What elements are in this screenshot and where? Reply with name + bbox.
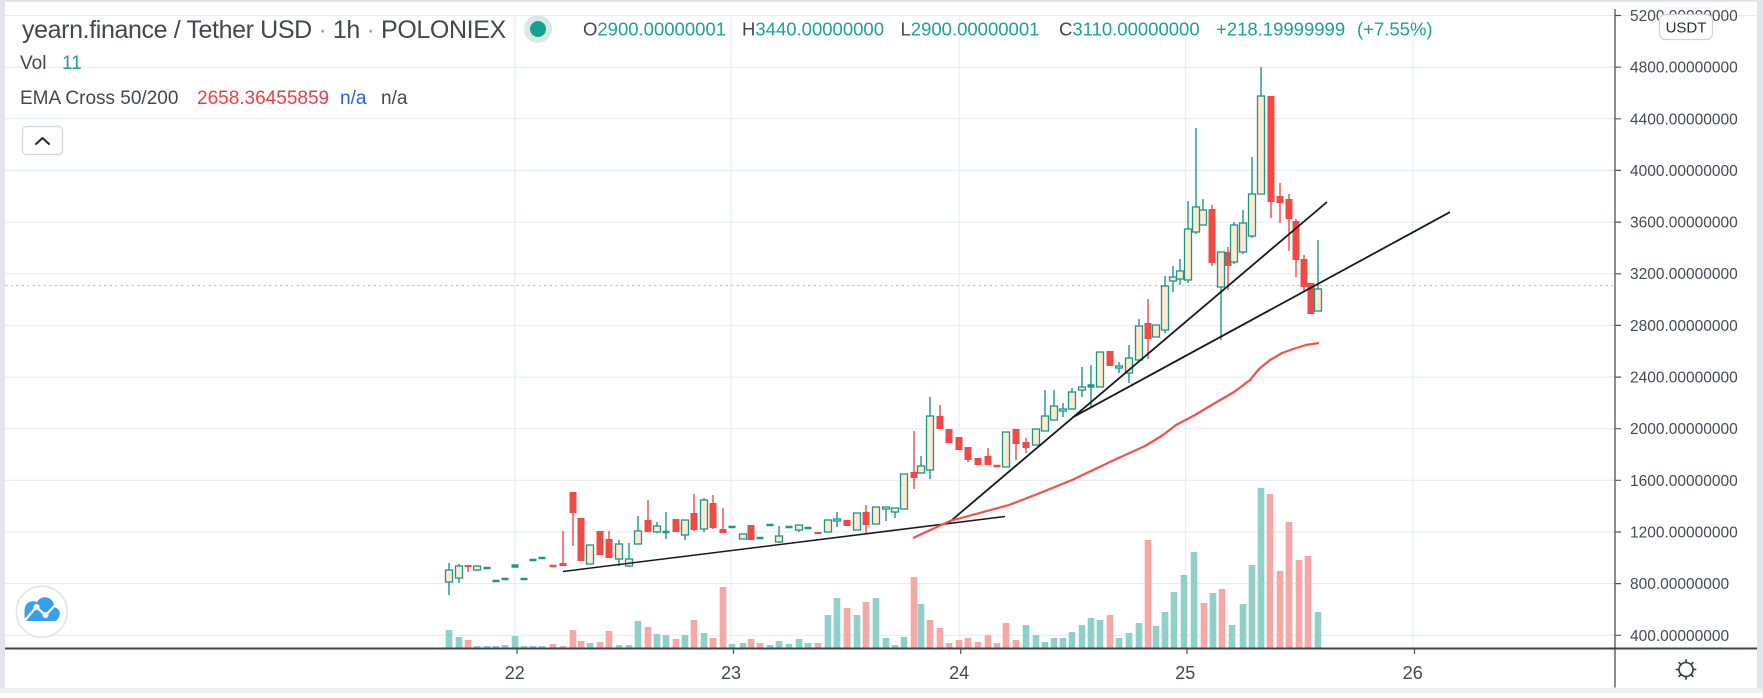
svg-text:25: 25: [1175, 663, 1195, 683]
svg-text:H3440.00000000: H3440.00000000: [742, 19, 884, 40]
svg-text:22: 22: [505, 663, 525, 683]
svg-text:2800.00000000: 2800.00000000: [1630, 318, 1738, 335]
svg-text:23: 23: [721, 663, 741, 683]
svg-text:O2900.00000001: O2900.00000001: [583, 19, 726, 40]
svg-text:4000.00000000: 4000.00000000: [1630, 163, 1738, 180]
svg-text:n/a: n/a: [381, 88, 408, 109]
svg-text:2658.36455859: 2658.36455859: [197, 88, 329, 109]
svg-text:11: 11: [62, 53, 82, 74]
svg-text:3600.00000000: 3600.00000000: [1630, 215, 1738, 232]
svg-text:USDT: USDT: [1666, 20, 1707, 37]
svg-text:EMA Cross 50/200: EMA Cross 50/200: [20, 88, 178, 109]
svg-text:C3110.00000000: C3110.00000000: [1059, 19, 1200, 40]
svg-text:L2900.00000001: L2900.00000001: [901, 19, 1040, 40]
svg-text:3200.00000000: 3200.00000000: [1630, 266, 1738, 283]
svg-text:2000.00000000: 2000.00000000: [1630, 421, 1738, 438]
svg-text:4800.00000000: 4800.00000000: [1630, 60, 1738, 77]
svg-text:(+7.55%): (+7.55%): [1357, 19, 1433, 40]
svg-text:400.00000000: 400.00000000: [1630, 628, 1730, 645]
svg-text:n/a: n/a: [340, 88, 367, 109]
svg-text:26: 26: [1403, 663, 1423, 683]
svg-text:2400.00000000: 2400.00000000: [1630, 370, 1738, 387]
svg-text:800.00000000: 800.00000000: [1630, 576, 1730, 593]
svg-text:Vol: Vol: [20, 53, 46, 74]
svg-text:+218.19999999: +218.19999999: [1216, 19, 1345, 40]
svg-text:4400.00000000: 4400.00000000: [1630, 111, 1738, 128]
svg-text:yearn.finance / Tether USD · 1: yearn.finance / Tether USD · 1h · POLONI…: [22, 16, 507, 44]
svg-text:24: 24: [949, 663, 969, 683]
svg-text:1600.00000000: 1600.00000000: [1630, 473, 1738, 490]
svg-text:1200.00000000: 1200.00000000: [1630, 525, 1738, 542]
